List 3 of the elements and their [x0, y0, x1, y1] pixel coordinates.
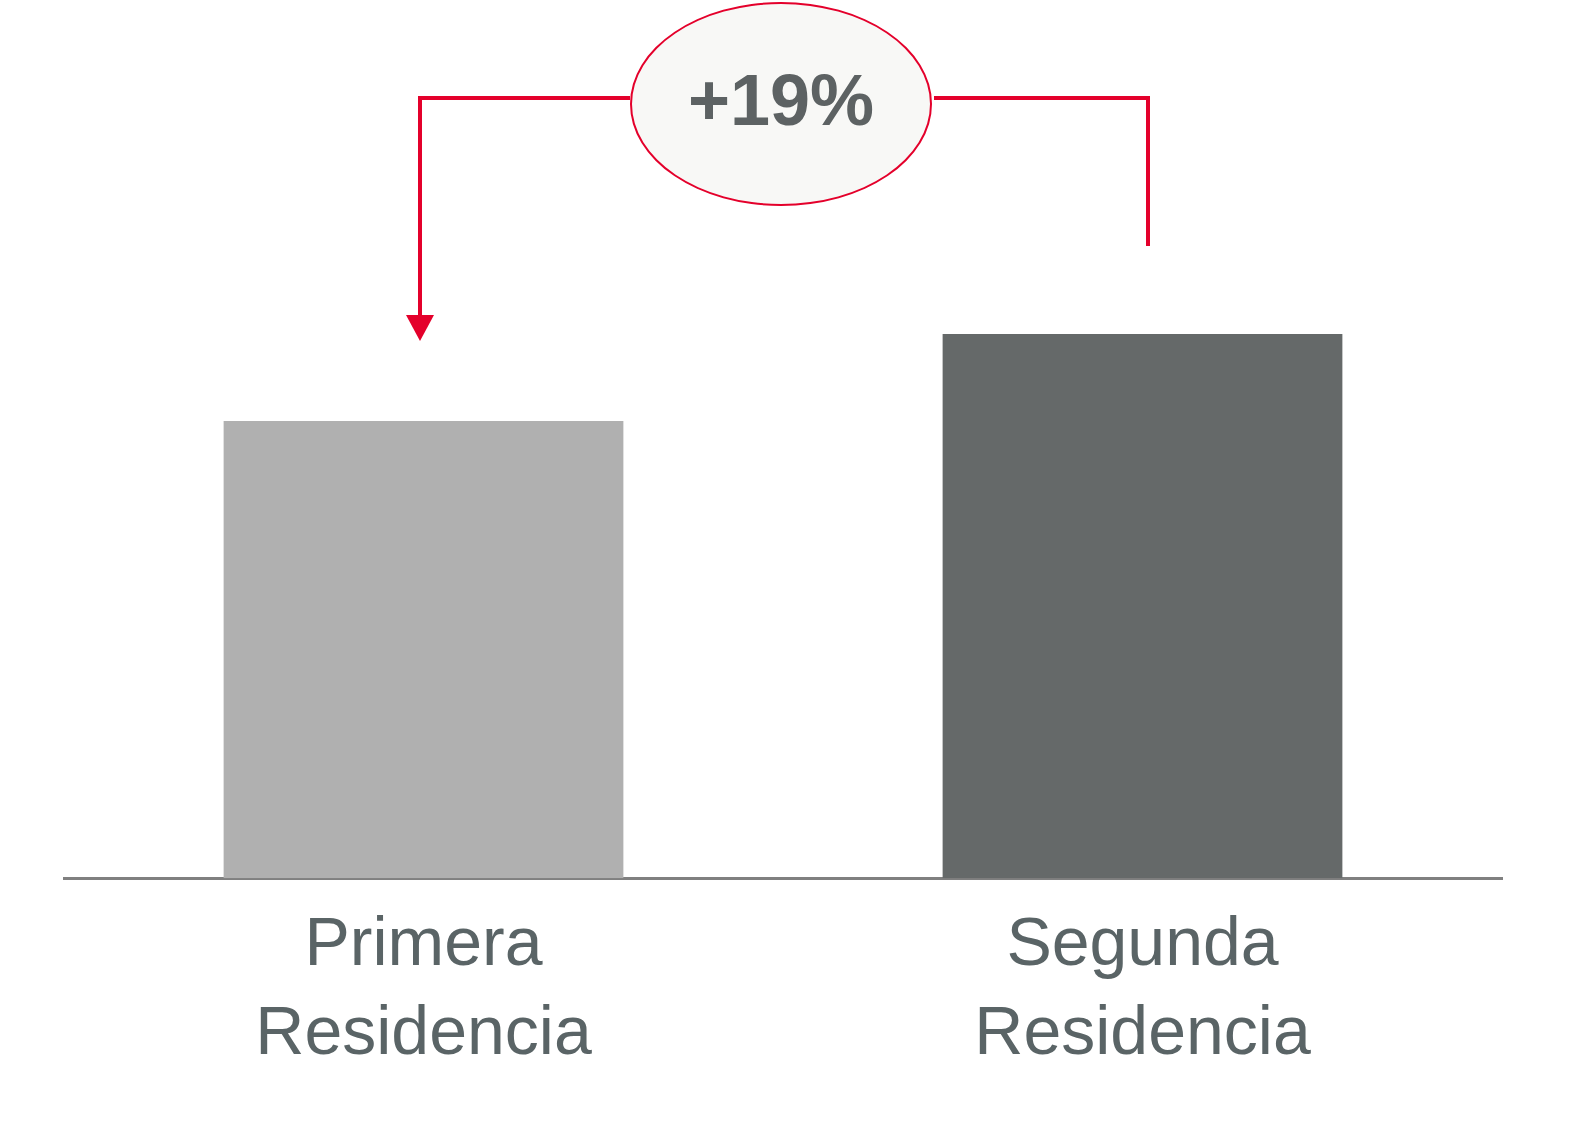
text: +19%	[630, 2, 932, 206]
x-tick-label: Primera Residencia	[255, 903, 592, 1068]
x-tick-label: Segunda Residencia	[974, 903, 1311, 1068]
